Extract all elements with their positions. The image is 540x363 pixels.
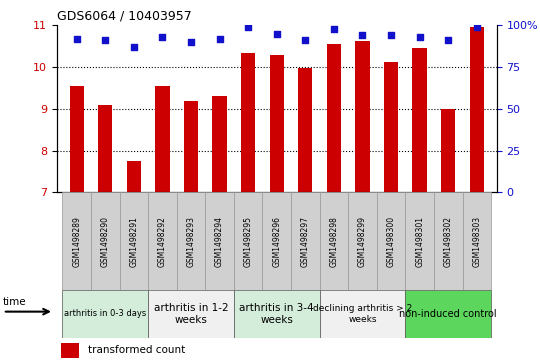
Bar (148, 192, 177, 290)
Bar (470, 28, 484, 192)
Bar (234, 290, 320, 338)
Bar (156, 86, 170, 192)
Point (358, 33, 367, 38)
Text: arthritis in 3-4
weeks: arthritis in 3-4 weeks (239, 303, 314, 325)
Point (244, 24, 253, 30)
Bar (177, 192, 205, 290)
Bar (348, 192, 377, 290)
Point (273, 31, 281, 37)
Point (215, 36, 224, 42)
Text: GSM1498289: GSM1498289 (72, 216, 81, 267)
Bar (320, 290, 406, 338)
Point (329, 26, 338, 32)
Bar (262, 192, 291, 290)
Text: arthritis in 1-2
weeks: arthritis in 1-2 weeks (154, 303, 228, 325)
Point (130, 44, 138, 50)
Text: GSM1498299: GSM1498299 (358, 216, 367, 267)
Bar (63, 192, 91, 290)
Text: GSM1498291: GSM1498291 (130, 216, 138, 267)
Bar (148, 290, 234, 338)
Bar (63, 290, 148, 338)
Bar (184, 101, 198, 192)
Text: GDS6064 / 10403957: GDS6064 / 10403957 (57, 10, 192, 23)
Text: GSM1498296: GSM1498296 (272, 216, 281, 267)
Bar (384, 62, 398, 192)
Text: GSM1498303: GSM1498303 (472, 216, 481, 267)
Text: GSM1498298: GSM1498298 (329, 216, 339, 267)
Bar (127, 161, 141, 192)
Bar (70, 86, 84, 192)
Bar (212, 96, 227, 192)
Point (387, 33, 395, 38)
Bar (119, 192, 148, 290)
Bar (241, 53, 255, 192)
Bar (234, 192, 262, 290)
Bar (291, 192, 320, 290)
Bar (406, 290, 491, 338)
Text: GSM1498294: GSM1498294 (215, 216, 224, 267)
Bar (377, 192, 406, 290)
Bar (269, 56, 284, 192)
Point (415, 34, 424, 40)
Point (472, 24, 481, 30)
Bar (355, 41, 369, 192)
Text: non-induced control: non-induced control (400, 309, 497, 319)
Text: GSM1498293: GSM1498293 (186, 216, 195, 267)
Text: GSM1498301: GSM1498301 (415, 216, 424, 267)
Bar (441, 109, 455, 192)
Bar (413, 48, 427, 192)
Point (72, 36, 81, 42)
Text: GSM1498290: GSM1498290 (101, 216, 110, 267)
Bar (298, 68, 313, 192)
Bar (98, 105, 112, 192)
Bar (462, 192, 491, 290)
Point (158, 34, 167, 40)
Text: arthritis in 0-3 days: arthritis in 0-3 days (64, 310, 146, 318)
Point (187, 39, 195, 45)
Text: GSM1498300: GSM1498300 (387, 216, 396, 267)
Point (101, 37, 110, 43)
Text: GSM1498302: GSM1498302 (444, 216, 453, 267)
Text: GSM1498297: GSM1498297 (301, 216, 310, 267)
Bar (205, 192, 234, 290)
Bar (406, 192, 434, 290)
Text: GSM1498292: GSM1498292 (158, 216, 167, 267)
Text: declining arthritis > 2
weeks: declining arthritis > 2 weeks (313, 304, 412, 324)
Bar (91, 192, 119, 290)
Point (444, 37, 453, 43)
Bar (434, 192, 462, 290)
Text: time: time (3, 297, 26, 307)
Bar (61, 343, 79, 358)
Bar (327, 44, 341, 192)
Point (301, 37, 309, 43)
Bar (320, 192, 348, 290)
Text: GSM1498295: GSM1498295 (244, 216, 253, 267)
Text: transformed count: transformed count (87, 345, 185, 355)
